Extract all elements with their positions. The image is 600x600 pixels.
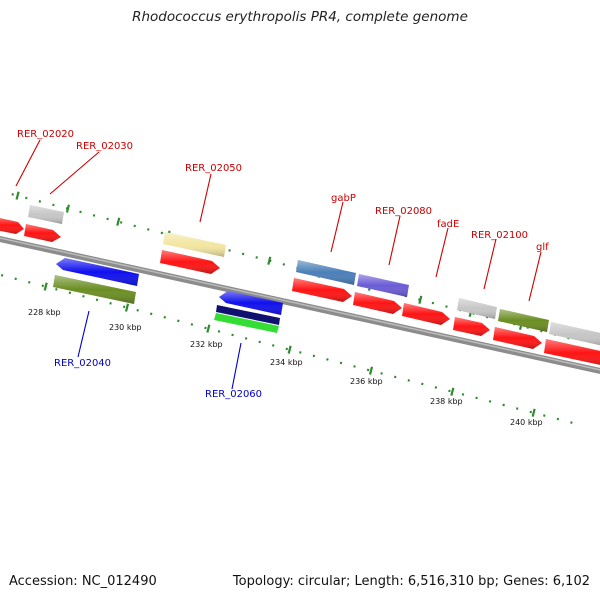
bottom-tick-track bbox=[0, 273, 573, 424]
gene-rer-02020-box bbox=[28, 205, 64, 224]
gene-rer-02080-arrow[interactable] bbox=[353, 292, 402, 314]
ruler-label-238: 238 kbp bbox=[430, 397, 463, 406]
ruler-label-232: 232 kbp bbox=[190, 340, 223, 349]
gene-rer-02050-box bbox=[163, 232, 226, 257]
genome-backbone bbox=[0, 236, 600, 374]
ruler-label-234: 234 kbp bbox=[270, 358, 303, 367]
gene-label-fade[interactable]: fadE bbox=[437, 219, 459, 230]
gene-label-rer-02020[interactable]: RER_02020 bbox=[17, 129, 74, 140]
gene-fade-arrow[interactable] bbox=[402, 303, 450, 325]
ruler-label-236: 236 kbp bbox=[350, 377, 383, 386]
gene-label-gabp[interactable]: gabP bbox=[331, 193, 356, 204]
ruler-label-228: 228 kbp bbox=[28, 308, 61, 317]
accession-text: Accession: NC_012490 bbox=[9, 574, 157, 589]
gene-label-rer-02040[interactable]: RER_02040 bbox=[54, 358, 111, 369]
gene-glf-box bbox=[498, 309, 549, 332]
gene-rer-02040-box bbox=[53, 275, 136, 304]
gene-label-rer-02030[interactable]: RER_02030 bbox=[76, 141, 133, 152]
ruler-label-240: 240 kbp bbox=[510, 418, 543, 427]
gene-label-glf[interactable]: glf bbox=[536, 242, 549, 253]
gene-rer-02020-arrow[interactable] bbox=[0, 216, 24, 234]
gene-gabp-box bbox=[296, 260, 356, 285]
genome-summary-text: Topology: circular; Length: 6,516,310 bp… bbox=[232, 574, 590, 589]
gene-label-rer-02050[interactable]: RER_02050 bbox=[185, 163, 242, 174]
gene-rer-02040-arrow[interactable] bbox=[56, 258, 139, 286]
gene-label-rer-02080[interactable]: RER_02080 bbox=[375, 206, 432, 217]
gene-rer-02100-arrow[interactable] bbox=[453, 317, 490, 336]
gene-rer-02050-arrow[interactable] bbox=[160, 250, 220, 274]
gene-label-rer-02060[interactable]: RER_02060 bbox=[205, 389, 262, 400]
top-leader-lines bbox=[15, 139, 542, 302]
gene-glf-arrow[interactable] bbox=[493, 327, 542, 349]
ruler-label-230: 230 kbp bbox=[109, 323, 142, 332]
gene-rer-02100-box bbox=[457, 298, 497, 319]
gene-next-box bbox=[549, 322, 600, 346]
gene-rer-02080-box bbox=[357, 274, 409, 297]
gene-rer-02030-arrow[interactable] bbox=[24, 224, 61, 242]
gene-next-arrow[interactable] bbox=[544, 339, 600, 367]
gene-label-rer-02100[interactable]: RER_02100 bbox=[471, 230, 528, 241]
page-title: Rhodococcus erythropolis PR4, complete g… bbox=[132, 9, 468, 25]
gene-rer-02060-box bbox=[214, 305, 280, 333]
gene-rer-02060-arrow[interactable] bbox=[219, 291, 283, 315]
gene-gabp-arrow[interactable] bbox=[292, 278, 352, 302]
bottom-leader-lines bbox=[77, 310, 242, 390]
